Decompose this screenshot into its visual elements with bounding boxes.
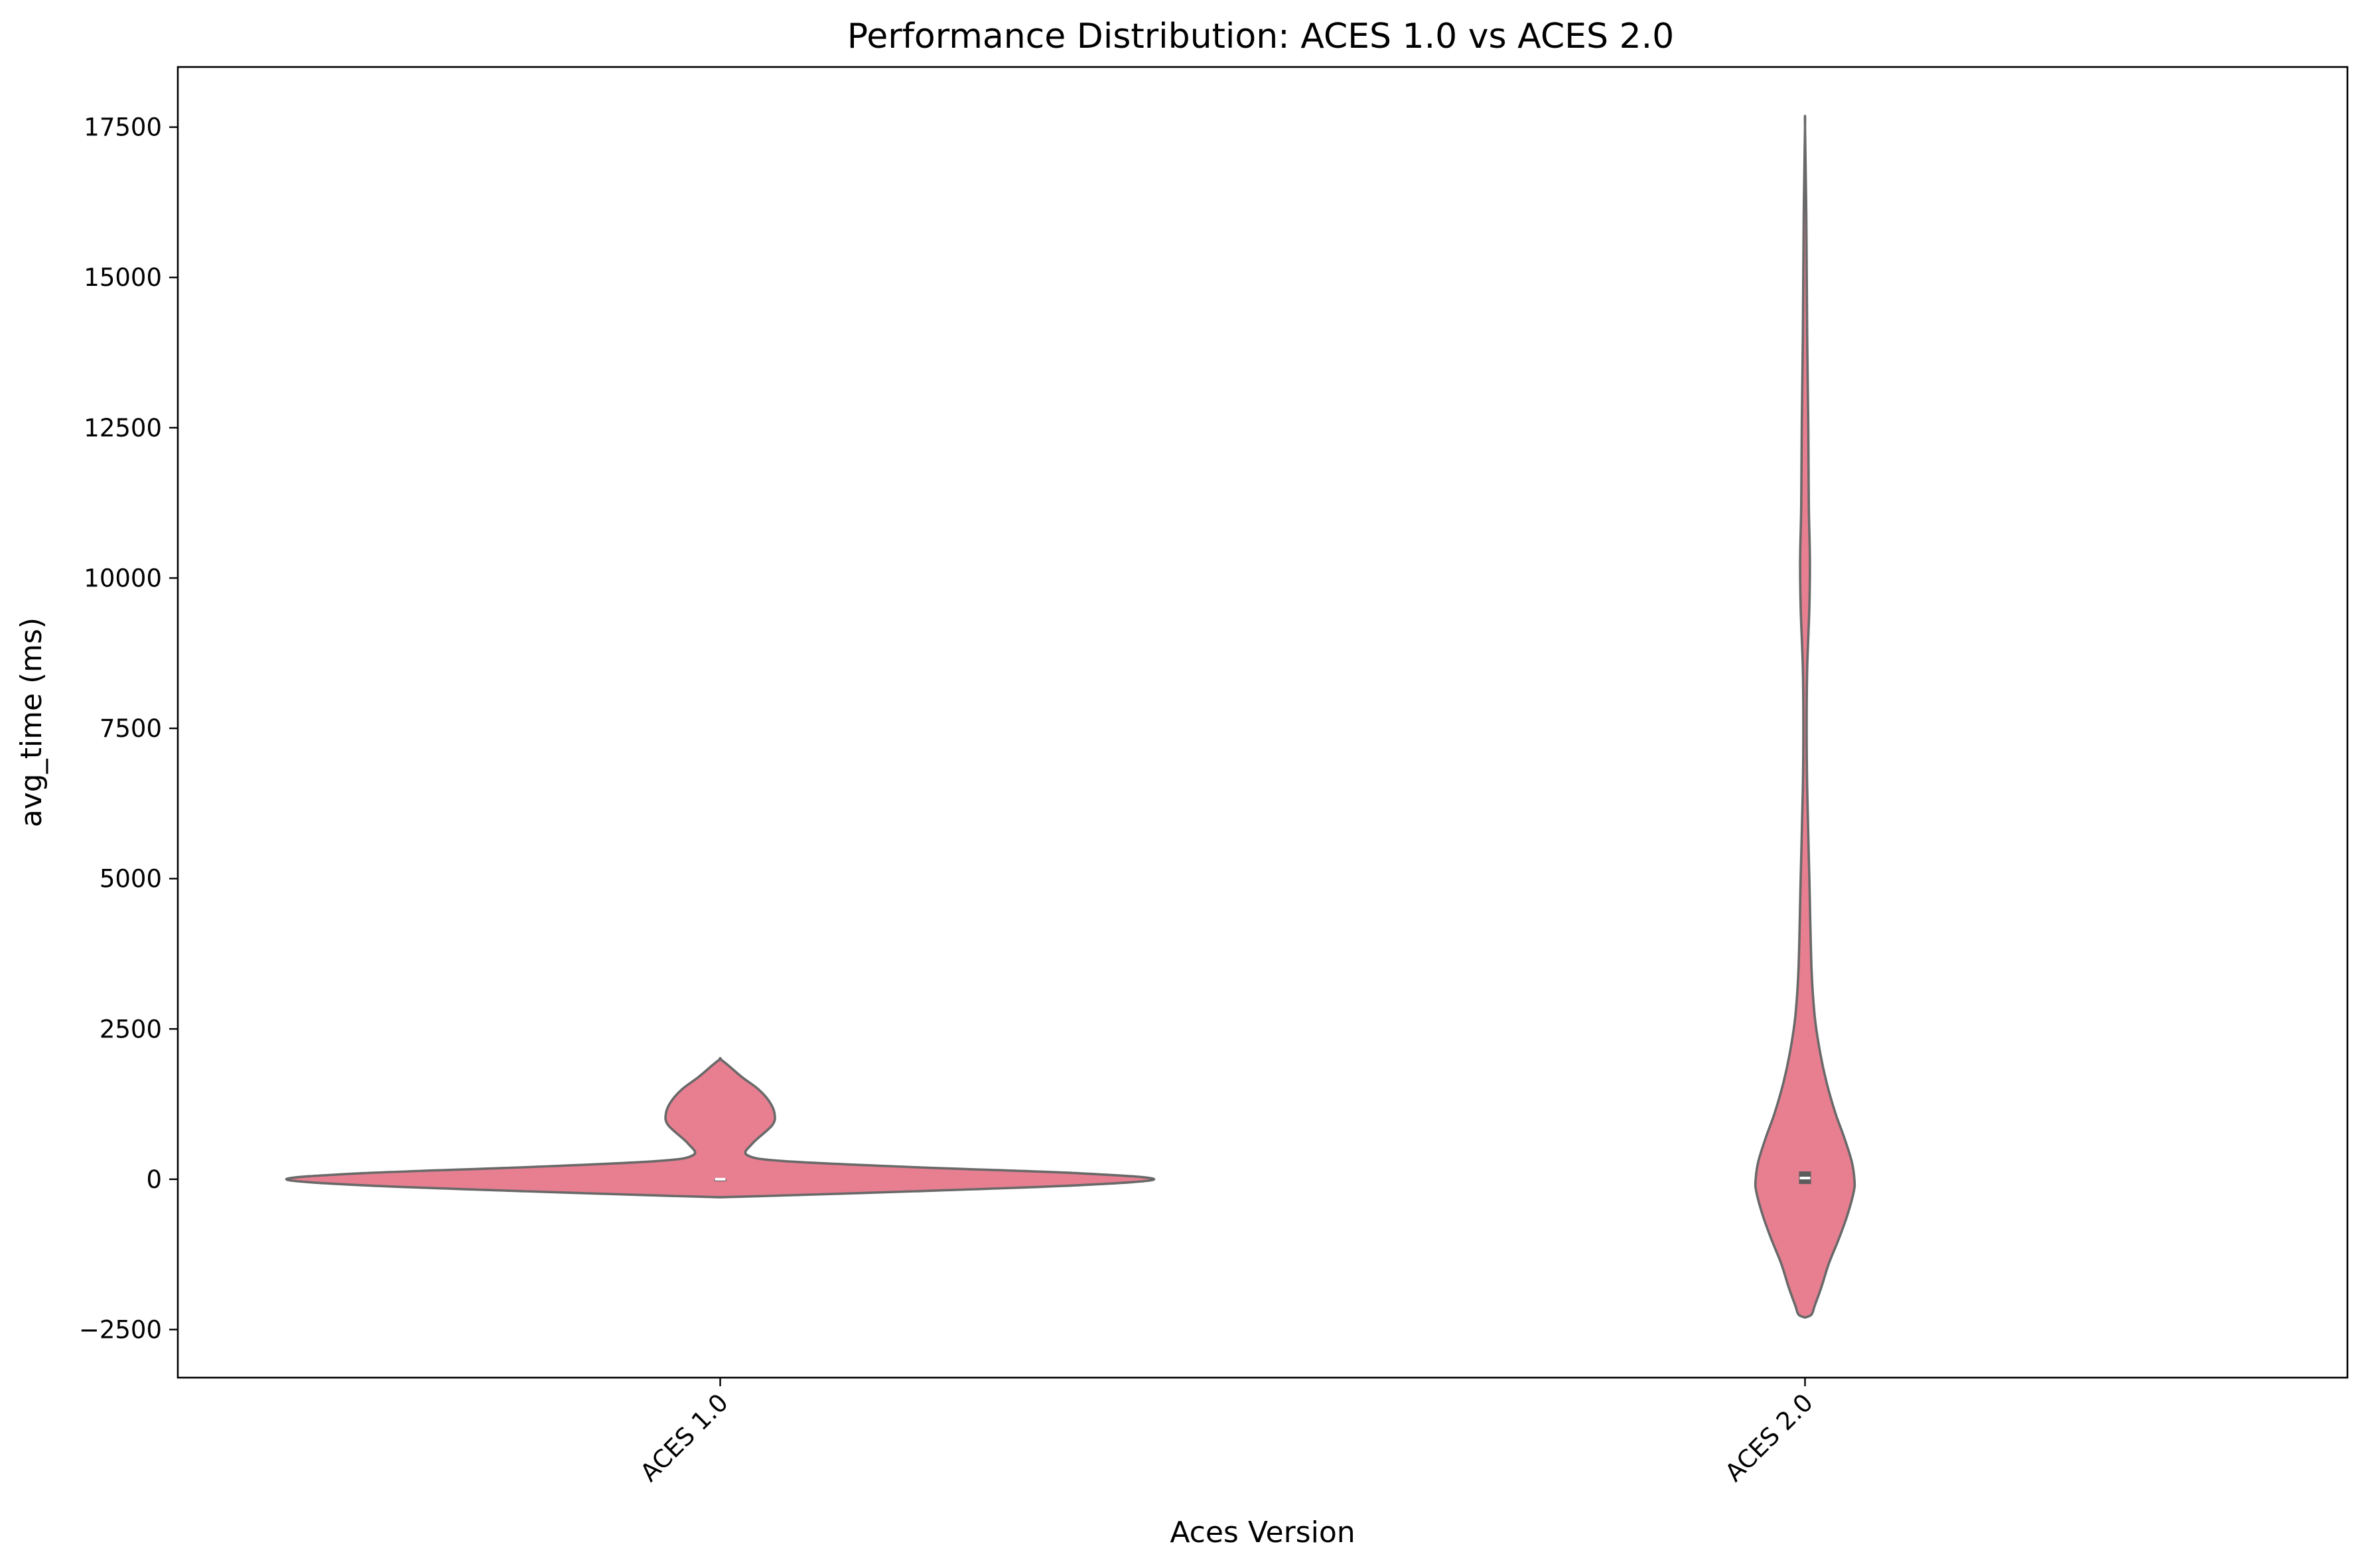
y-tick-label: 5000 — [100, 865, 162, 893]
violin-body — [285, 1057, 1156, 1199]
y-tick-label: 12500 — [84, 414, 162, 442]
chart-title: Performance Distribution: ACES 1.0 vs AC… — [847, 17, 1675, 56]
violin-group — [285, 1057, 1156, 1199]
y-tick-label: 17500 — [84, 113, 162, 142]
violins-layer — [285, 114, 1856, 1319]
y-tick-label: 15000 — [84, 263, 162, 292]
y-axis: −2500 0 2500 5000 7500 10000 12500 15000 17500 — [79, 113, 178, 1344]
y-tick-label: 0 — [146, 1165, 162, 1194]
x-axis-label: Aces Version — [1170, 1516, 1355, 1549]
y-tick-label: 2500 — [100, 1015, 162, 1043]
violin-body — [1754, 114, 1856, 1319]
violin-group — [1754, 114, 1856, 1319]
y-axis-label: avg_time (ms) — [15, 618, 48, 827]
y-tick-label: 7500 — [100, 714, 162, 743]
y-tick-label: 10000 — [84, 564, 162, 592]
plot-frame — [176, 66, 2349, 1379]
y-tick-label: −2500 — [79, 1315, 162, 1344]
